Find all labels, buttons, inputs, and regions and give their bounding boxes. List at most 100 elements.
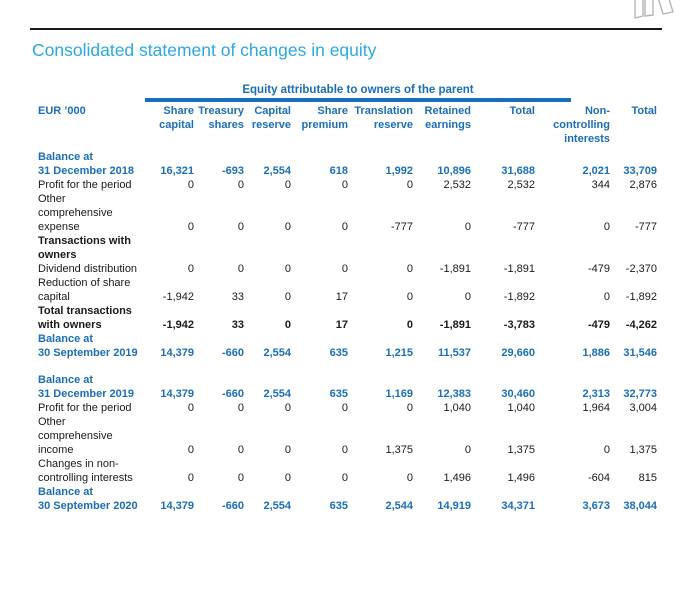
value-cell: 1,496	[443, 472, 471, 484]
value-cell	[535, 234, 610, 262]
page-title: Consolidated statement of changes in equ…	[32, 40, 377, 60]
value-cell: 2,532	[507, 179, 535, 191]
value-cell: 3,004	[629, 402, 657, 414]
value-cell: 0	[284, 221, 291, 233]
value-cell: 2,021	[582, 165, 610, 177]
value-cell	[194, 234, 244, 262]
value-cell: -4,262	[625, 319, 657, 331]
value-cell: 1,992	[385, 165, 413, 177]
value-cell: 11,537	[437, 347, 471, 359]
value-cell: 0	[187, 444, 194, 456]
row-label: Transactions with owners	[38, 235, 131, 261]
value-cell: 0	[284, 263, 291, 275]
value-cell: 0	[187, 472, 194, 484]
column-header-8: Total	[631, 105, 657, 117]
value-cell	[610, 234, 657, 262]
table-row: Transactions with owners	[38, 234, 657, 262]
value-cell: 2,313	[582, 388, 610, 400]
value-cell: 0	[284, 402, 291, 414]
value-cell: 31,688	[501, 165, 535, 177]
value-cell: 0	[406, 263, 413, 275]
row-label: Reduction of share capital	[38, 277, 131, 303]
value-cell: -660	[221, 500, 244, 512]
value-cell: -1,892	[503, 291, 535, 303]
value-cell: 0	[237, 221, 244, 233]
row-label: Total transactions with owners	[38, 305, 132, 331]
column-header-0: Share capital	[159, 105, 194, 131]
table-row: Balance at 30 September 2020 14,379 -660 2,…	[38, 485, 657, 513]
row-label: Balance at 31 December 2019	[38, 374, 135, 400]
value-cell: -1,942	[162, 291, 194, 303]
table-row: Balance at 31 December 2018 16,321 -693 2,5…	[38, 146, 657, 178]
value-cell: 1,886	[582, 347, 610, 359]
value-cell: 0	[284, 291, 291, 303]
value-cell: 1,040	[443, 402, 471, 414]
value-cell: -777	[390, 221, 413, 233]
value-cell	[291, 234, 348, 262]
value-cell: -604	[587, 472, 610, 484]
value-cell: 0	[284, 179, 291, 191]
table-row: Profit for the period 0 0 0 0 0 2,532 2,532 344 2…	[38, 178, 657, 192]
value-cell: 29,660	[501, 347, 535, 359]
value-cell: -3,783	[503, 319, 535, 331]
value-cell: 0	[341, 221, 348, 233]
value-cell: -479	[587, 319, 610, 331]
value-cell: -660	[221, 347, 244, 359]
row-label: Balance at 30 September 2019	[38, 333, 138, 359]
column-header-4: Translation reserve	[354, 105, 413, 131]
value-cell: 1,964	[582, 402, 610, 414]
row-label: Other comprehensive expense	[38, 193, 113, 233]
value-cell: 1,375	[507, 444, 535, 456]
value-cell: 33	[231, 319, 244, 331]
column-header-3: Share premium	[301, 105, 348, 131]
row-label: Changes in non- controlling interests	[38, 458, 133, 484]
value-cell: -479	[587, 263, 610, 275]
value-cell: 17	[335, 291, 348, 303]
row-label: Profit for the period	[38, 179, 132, 191]
value-cell: 14,379	[160, 500, 194, 512]
value-cell: 2,554	[263, 165, 291, 177]
value-cell: 0	[187, 221, 194, 233]
table-row: Other comprehensive income 0 0 0 0 1,375 0 1,37…	[38, 415, 657, 457]
value-cell: 1,040	[507, 402, 535, 414]
value-cell: -1,891	[503, 263, 535, 275]
column-header-1: Treasury shares	[198, 105, 244, 131]
value-cell: -660	[221, 388, 244, 400]
value-cell: 12,383	[437, 388, 471, 400]
value-cell	[244, 234, 291, 262]
table-row: Balance at 31 December 2019 14,379 -660 2,5…	[38, 373, 657, 401]
value-cell: 34,371	[501, 500, 535, 512]
value-cell: 0	[341, 263, 348, 275]
equity-statement-table: EUR ’000 Share capital Treasury shares Capi…	[38, 104, 657, 513]
value-cell: 14,379	[160, 347, 194, 359]
value-cell: -777	[634, 221, 657, 233]
column-header-2: Capital reserve	[251, 105, 291, 131]
table-row: Dividend distribution 0 0 0 0 0 -1,891 -1,891 -4…	[38, 262, 657, 276]
value-cell: 0	[341, 472, 348, 484]
value-cell: 31,546	[623, 347, 657, 359]
value-cell: 0	[237, 402, 244, 414]
value-cell: 0	[603, 444, 610, 456]
row-label: Profit for the period	[38, 402, 132, 414]
value-cell: 0	[237, 472, 244, 484]
value-cell: 635	[329, 347, 348, 359]
value-cell: 0	[406, 402, 413, 414]
value-cell: -2,370	[625, 263, 657, 275]
value-cell: 2,554	[263, 388, 291, 400]
value-cell: 0	[187, 263, 194, 275]
value-cell: 618	[329, 165, 348, 177]
value-cell: 0	[284, 444, 291, 456]
table-row: Other comprehensive expense 0 0 0 0 -777 0 -777…	[38, 192, 657, 234]
value-cell: 2,876	[629, 179, 657, 191]
value-cell: 0	[406, 291, 413, 303]
top-divider	[30, 28, 662, 30]
value-cell: 14,379	[160, 388, 194, 400]
documents-stack-icon	[632, 0, 680, 26]
value-cell: 0	[464, 291, 471, 303]
value-cell: 38,044	[623, 500, 657, 512]
value-cell: 2,544	[385, 500, 413, 512]
value-cell: 0	[341, 444, 348, 456]
value-cell: 0	[406, 472, 413, 484]
table-row: Profit for the period 0 0 0 0 0 1,040 1,040 1,96…	[38, 401, 657, 415]
